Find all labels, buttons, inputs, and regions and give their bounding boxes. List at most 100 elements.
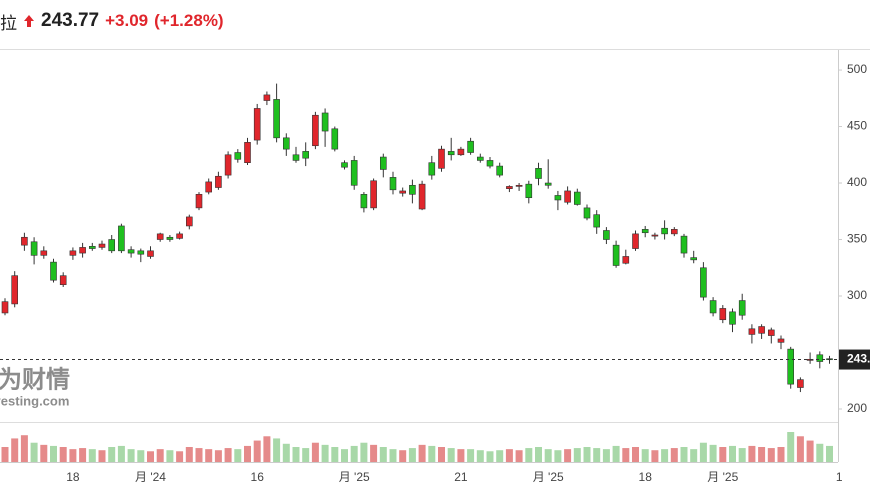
x-tick-label: 月 '25 [533, 470, 564, 484]
volume-bar [11, 438, 19, 462]
volume-bar [156, 449, 164, 462]
volume-bar [214, 450, 222, 462]
volume-bar [826, 445, 833, 462]
volume-bar [127, 449, 135, 462]
candle-body [816, 354, 824, 362]
volume-bar [341, 449, 348, 462]
candle-body [632, 233, 639, 249]
candle-body [273, 99, 280, 139]
x-tick-label: 18 [639, 470, 653, 484]
volume-bar [370, 444, 378, 462]
volume-bar [282, 443, 290, 462]
candle-body [50, 261, 57, 281]
volume-bar [40, 444, 48, 462]
volume-bar [302, 448, 310, 462]
candle-body [186, 216, 193, 227]
y-tick-label: 500 [847, 62, 867, 76]
candle-body [418, 183, 426, 210]
volume-bar [79, 448, 87, 462]
candle-body [797, 379, 804, 388]
candle-body [379, 156, 387, 170]
volume-bar [389, 449, 397, 462]
volume-bar [253, 440, 261, 462]
volume-bar [88, 449, 96, 462]
candle-body [59, 275, 67, 286]
y-tick-label: 350 [847, 232, 867, 246]
volume-bar [748, 445, 756, 462]
candle-body [622, 256, 630, 264]
candle-body [767, 329, 775, 336]
candle-body [748, 328, 756, 335]
candle-body [709, 300, 717, 314]
candle-body [641, 229, 649, 234]
candle-body [593, 214, 601, 228]
candle-body [680, 235, 688, 254]
volume-bar [680, 447, 688, 462]
instrument-name: 拉 [0, 13, 17, 33]
volume-bar [612, 445, 620, 462]
volume-bar [767, 448, 775, 462]
volume-bar [777, 447, 785, 462]
candle-body [127, 249, 135, 254]
volume-bar [137, 450, 145, 462]
candle-body [506, 186, 513, 189]
volume-bar [117, 445, 125, 462]
volume-bar [360, 442, 368, 462]
candle-body [350, 160, 358, 186]
volume-bar [632, 447, 639, 462]
candle-body [535, 168, 542, 179]
volume-bar [311, 442, 319, 462]
candle-body [612, 244, 620, 266]
volume-bar [505, 449, 513, 462]
candle-body [40, 250, 48, 256]
volume-bar [98, 450, 106, 462]
volume-bar [205, 449, 213, 462]
candle-body [787, 348, 795, 385]
volume-bar [729, 445, 736, 462]
volume-bar [20, 435, 28, 462]
candle-body [108, 239, 115, 252]
volume-bar [147, 451, 154, 462]
price: 243.77 [41, 10, 100, 31]
volume-bar [554, 450, 562, 462]
volume-bar [593, 448, 601, 462]
candle-body [370, 180, 377, 209]
volume-bar [1, 447, 9, 462]
volume-bar [224, 448, 232, 462]
candle-body [176, 233, 183, 239]
x-tick-label: 月 '25 [707, 470, 738, 484]
up-arrow [24, 15, 34, 27]
candle-body [670, 229, 678, 235]
candle-body [661, 227, 668, 235]
candle-body [399, 190, 407, 194]
candle-body [166, 236, 174, 240]
candle-body [118, 225, 125, 252]
y-tick-label: 300 [847, 288, 867, 302]
watermark: Investing.com [0, 393, 69, 408]
candle-body [30, 241, 38, 256]
candle-body [195, 194, 203, 209]
candle-body [205, 181, 212, 193]
volume-bar [244, 445, 251, 462]
x-tick-label: 21 [454, 470, 468, 484]
candle-body [515, 184, 523, 187]
candle-body [719, 308, 727, 321]
volume-bar [758, 447, 766, 462]
volume-bar [50, 445, 57, 462]
candle-body [292, 154, 300, 161]
y-tick-label: 400 [847, 175, 867, 189]
candle-body [302, 151, 310, 159]
candle-body [544, 182, 552, 186]
candle-body [1, 301, 9, 314]
volume-bar [670, 448, 678, 462]
volume-bar [496, 450, 504, 462]
candle-body [244, 142, 251, 163]
volume-bar [816, 443, 824, 462]
volume-bar [447, 448, 455, 462]
volume-bar [166, 450, 174, 462]
volume-bar [428, 445, 436, 462]
volume-bar [641, 449, 649, 462]
volume-bar [438, 447, 445, 462]
candle-body [312, 114, 319, 147]
